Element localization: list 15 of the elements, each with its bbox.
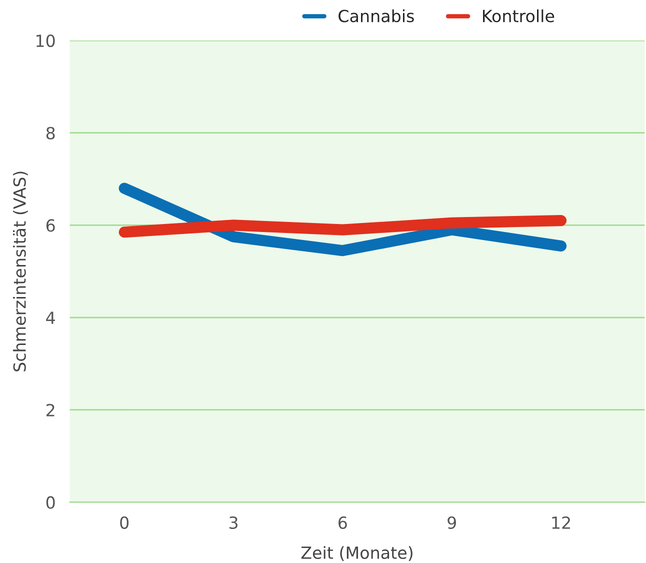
- x-tick-label: 3: [229, 516, 238, 529]
- x-tick-label: 6: [338, 516, 347, 529]
- y-tick-label: 4: [46, 312, 55, 324]
- x-axis-title: Zeit (Monate): [301, 546, 412, 561]
- legend-label: Kontrolle: [483, 9, 554, 22]
- legend-label: Cannabis: [338, 9, 414, 22]
- x-tick-label: 12: [552, 516, 570, 529]
- y-tick-label: 2: [46, 404, 54, 416]
- y-tick-label: 6: [46, 219, 55, 232]
- y-tick-label: 8: [46, 126, 55, 140]
- x-tick-label: 9: [448, 516, 456, 529]
- y-axis-title: Schmerzintensität (VAS): [12, 172, 28, 372]
- x-tick-label: 0: [120, 516, 129, 529]
- y-tick-label: 10: [36, 34, 55, 48]
- y-tick-label: 0: [46, 496, 55, 509]
